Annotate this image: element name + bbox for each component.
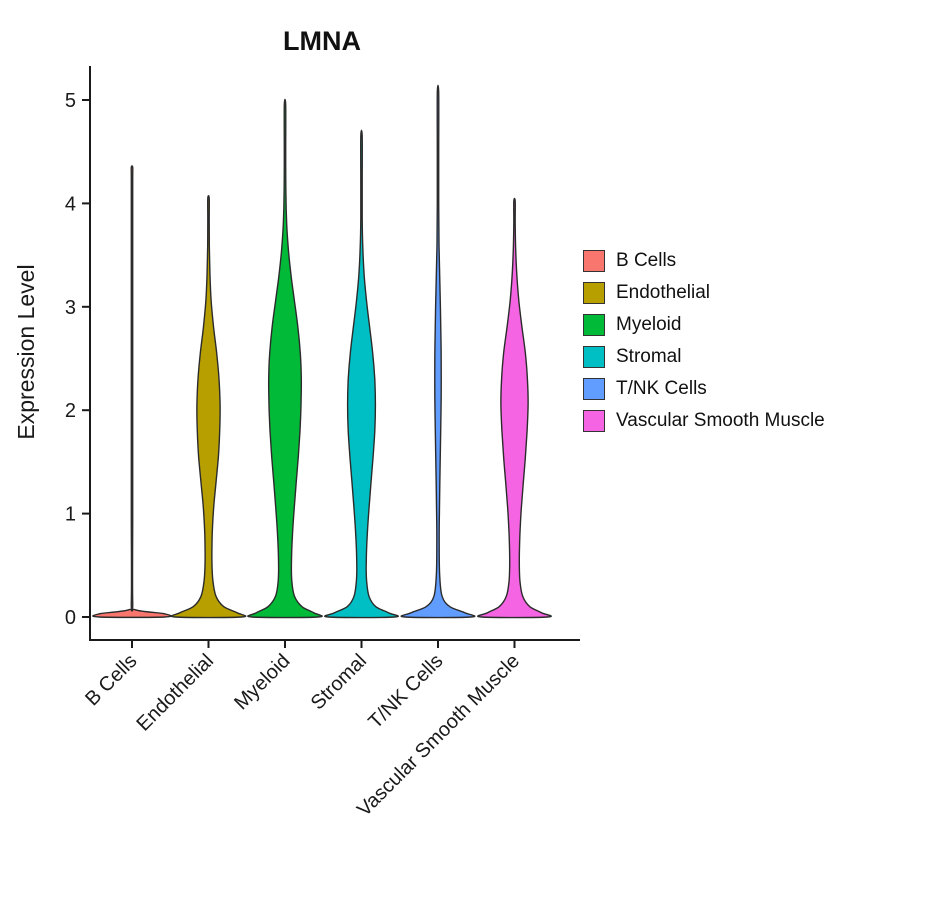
y-tick-label: 4 xyxy=(65,193,76,215)
x-tick-label: Stromal xyxy=(307,650,371,714)
legend-label: Stromal xyxy=(616,346,682,367)
y-tick-label: 1 xyxy=(65,504,76,526)
legend-swatch xyxy=(583,410,605,432)
legend-item: T/NK Cells xyxy=(583,378,825,400)
x-tick-label: Vascular Smooth Muscle xyxy=(353,650,524,821)
legend: B Cells Endothelial Myeloid Stromal T/NK Cel… xyxy=(583,250,825,432)
y-axis-label: Expression Level xyxy=(13,264,39,439)
violin-stromal xyxy=(324,129,399,619)
legend-item: Stromal xyxy=(583,346,825,368)
legend-label: Endothelial xyxy=(616,282,711,303)
y-tick-label: 2 xyxy=(65,400,76,422)
y-tick-label: 3 xyxy=(65,297,76,319)
violin-b-cells xyxy=(92,165,172,619)
legend-item: Myeloid xyxy=(583,314,825,336)
violin-myeloid xyxy=(247,98,323,619)
legend-item: B Cells xyxy=(583,250,825,272)
legend-swatch xyxy=(583,250,605,272)
y-tick-label: 5 xyxy=(65,90,76,112)
legend-label: B Cells xyxy=(616,250,677,271)
violin-vascular-smooth-muscle xyxy=(477,197,552,619)
x-tick-label: B Cells xyxy=(81,650,141,710)
x-tick-label: Myeloid xyxy=(230,650,294,714)
violin-t-nk-cells xyxy=(400,84,476,619)
y-tick-label: 0 xyxy=(65,607,76,629)
legend-label: T/NK Cells xyxy=(616,378,707,399)
legend-swatch xyxy=(583,314,605,336)
legend-label: Vascular Smooth Muscle xyxy=(616,410,825,431)
x-tick-label: T/NK Cells xyxy=(364,650,447,733)
x-tick-label: Endothelial xyxy=(132,650,218,736)
violin-endothelial xyxy=(170,194,247,619)
chart-title: LMNA xyxy=(283,26,361,56)
legend-swatch xyxy=(583,378,605,400)
legend-item: Endothelial xyxy=(583,282,825,304)
legend-item: Vascular Smooth Muscle xyxy=(583,410,825,432)
violin-plot: LMNA Expression Level 0 1 2 3 4 5 B CellsEndot… xyxy=(13,26,580,821)
legend-swatch xyxy=(583,346,605,368)
legend-swatch xyxy=(583,282,605,304)
violins-group xyxy=(92,84,552,619)
legend-label: Myeloid xyxy=(616,314,682,335)
